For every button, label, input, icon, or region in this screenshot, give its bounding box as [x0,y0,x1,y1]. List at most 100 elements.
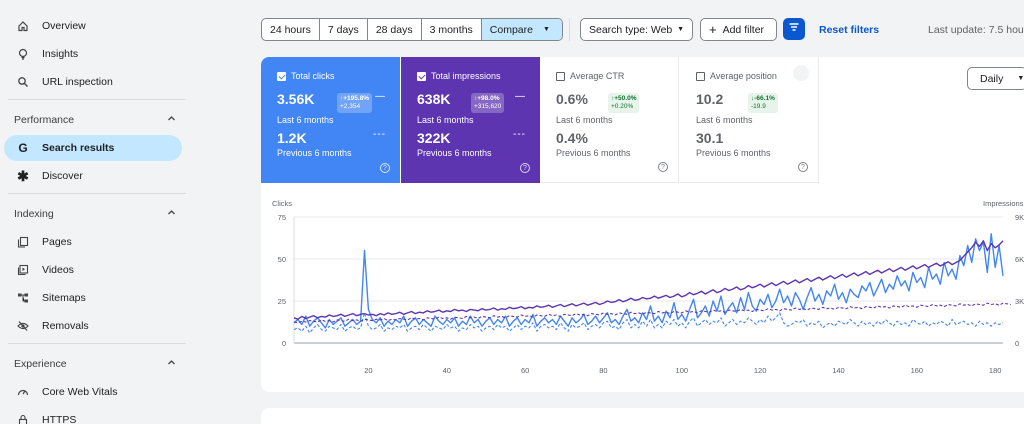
metric-prev-value: 1.2K [277,130,307,146]
metric-prev-value: 30.1 [696,130,724,146]
series-line-impressions [293,240,1004,320]
sidebar-item-videos[interactable]: Videos [4,257,182,283]
series-legend-solid: — [515,91,526,102]
y-left-tick-label: 0 [282,339,286,348]
help-icon[interactable]: ? [658,162,668,172]
y-left-axis-label: Clicks [272,199,292,208]
sidebar-item-label: HTTPS [42,414,77,424]
caret-down-icon: ▼ [677,26,684,33]
help-icon[interactable]: ? [520,163,530,173]
caret-down-icon: ▼ [542,26,550,33]
x-tick-label: 120 [754,366,767,375]
help-icon[interactable]: ? [798,162,808,172]
metric-prev-period: Previous 6 months [417,148,492,158]
compare-label: Compare [489,23,533,36]
sidebar-item-sitemaps[interactable]: Sitemaps [4,285,182,311]
compare-button[interactable]: Compare ▼ [481,19,562,40]
metric-value: 638K [417,91,451,107]
performance-chart: Clicks Impressions 75 50 25 0 9K 6K 3K 0 20 40 6… [272,199,1024,375]
x-tick-label: 80 [599,366,607,375]
metric-label: Average CTR [570,71,625,81]
metric-period: Last 6 months [417,115,474,125]
section-performance[interactable]: Performance [14,114,176,126]
sidebar-item-label: URL inspection [42,76,113,88]
series-line-impressions-previous [293,302,1011,324]
sidebar-item-insights[interactable]: Insights [4,41,182,67]
gridlines [293,216,1003,344]
section-title: Indexing [14,208,54,220]
change-absolute: -19.9 [751,103,766,110]
y-right-tick-label: 6K [1015,255,1024,264]
home-icon [16,19,30,33]
section-indexing[interactable]: Indexing [14,208,176,220]
metric-prev-value: 322K [417,130,451,146]
sidebar-item-removals[interactable]: Removals [4,313,182,339]
range-24-hours[interactable]: 24 hours [262,19,320,40]
y-right-tick-label: 3K [1015,297,1024,306]
metric-prev-value: 0.4% [556,130,588,146]
series-legend-dashed: --- [373,129,386,140]
google-g-icon: G [18,141,28,155]
sidebar-item-core-web-vitals[interactable]: Core Web Vitals [4,379,182,405]
sidebar-item-https[interactable]: HTTPS [4,407,182,424]
search-type-label: Search type: Web [589,23,673,36]
metric-total-clicks[interactable]: Total clicks 3.56K ↑+195.8% +2,354 — Last… [261,57,400,183]
metric-period: Last 6 months [277,115,334,125]
sidebar-item-pages[interactable]: Pages [4,229,182,255]
filter-list-icon [788,20,800,38]
y-right-axis-label: Impressions [983,199,1024,208]
range-7-days[interactable]: 7 days [320,19,368,40]
x-tick-label: 60 [521,366,529,375]
sidebar-item-overview[interactable]: Overview [4,13,182,39]
sitemaps-icon [16,291,30,305]
add-filter-button[interactable]: + Add filter [700,18,777,41]
y-left-tick-label: 50 [278,255,286,264]
x-tick-label: 40 [443,366,451,375]
sidebar-divider [8,99,186,100]
change-absolute: +0.20% [611,103,634,110]
change-absolute: +315,620 [474,103,502,110]
sidebar-item-url-inspection[interactable]: URL inspection [4,69,182,95]
section-title: Experience [14,358,67,370]
change-percent: ↑+50.0% [611,95,637,102]
metric-average-position[interactable]: Average position 10.2 ↓-66.1% -19.9 Last … [680,57,819,183]
change-badge: ↑+98.0% +315,620 [471,93,505,113]
checkbox-unchecked-icon[interactable] [696,71,705,81]
reset-filters-link[interactable]: Reset filters [819,24,880,36]
metric-value: 10.2 [696,91,724,107]
metric-average-ctr[interactable]: Average CTR 0.6% ↑+50.0% +0.20% Last 6 mo… [540,57,679,183]
search-type-dropdown[interactable]: Search type: Web ▼ [580,18,693,41]
chevron-up-icon [167,208,176,220]
caret-down-icon: ▼ [1017,75,1024,82]
section-experience[interactable]: Experience [14,358,176,370]
checkbox-checked-icon[interactable] [417,71,426,81]
change-badge: ↑+50.0% +0.20% [608,93,640,113]
removals-icon [16,319,30,333]
range-3-months[interactable]: 3 months [422,19,482,40]
sidebar-item-label: Search results [42,142,115,154]
change-percent: ↓-66.1% [751,95,775,102]
x-ticks: 20 40 60 80 100 120 140 160 180 [364,366,1001,375]
date-range-selector: 24 hours 7 days 28 days 3 months Compare… [261,18,563,41]
filter-settings-button[interactable] [783,18,805,40]
sidebar-item-label: Discover [42,170,83,182]
granularity-dropdown[interactable]: Daily ▼ [967,67,1024,90]
change-percent: ↑+195.8% [340,95,370,102]
metric-value: 3.56K [277,91,315,107]
copy-icon[interactable] [793,65,809,81]
change-absolute: +2,354 [340,103,361,110]
x-tick-label: 140 [832,366,845,375]
y-right-ticks: 9K 6K 3K 0 [1015,213,1024,348]
series-lines [293,233,1011,334]
checkbox-unchecked-icon[interactable] [556,71,565,81]
lock-icon [16,413,30,424]
range-28-days[interactable]: 28 days [368,19,422,40]
sidebar-item-search-results[interactable]: G Search results [4,135,182,161]
metric-period: Last 6 months [556,115,613,125]
metric-total-impressions[interactable]: Total impressions 638K ↑+98.0% +315,620 —… [401,57,540,183]
sidebar-item-label: Pages [42,236,72,248]
sidebar-item-discover[interactable]: ✱ Discover [4,163,182,189]
chevron-up-icon [167,114,176,126]
checkbox-checked-icon[interactable] [277,71,286,81]
help-icon[interactable]: ? [380,163,390,173]
